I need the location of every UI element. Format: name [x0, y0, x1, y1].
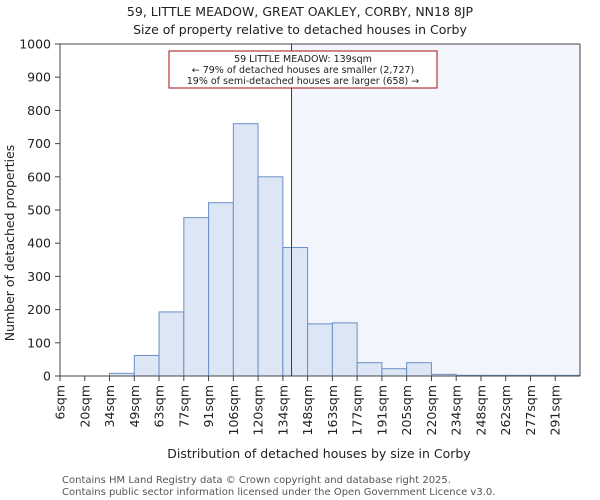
plot-area: 0 100 200 300 400 500 600 700 800 900 1000 6sqm 20sq…: [19, 37, 581, 435]
bar-191sqm: [381, 368, 408, 377]
annotation-line-3: 19% of semi-detached houses are larger (…: [187, 76, 420, 87]
x-tick-label-163sqm: 163sqm: [325, 385, 340, 435]
y-axis-label: Number of detached properties: [2, 145, 17, 342]
y-tick-label-800: 800: [27, 103, 51, 118]
chart-title-line1: 59, LITTLE MEADOW, GREAT OAKLEY, CORBY, …: [127, 4, 474, 19]
footer-line1: Contains HM Land Registry data © Crown c…: [62, 475, 451, 486]
x-tick-label-248sqm: 248sqm: [473, 385, 488, 435]
x-tick-label-148sqm: 148sqm: [300, 385, 315, 435]
bar-91sqm: [208, 202, 234, 377]
annotation-box: [168, 50, 438, 89]
y-tick-label-500: 500: [27, 203, 51, 218]
x-tick-label-77sqm: 77sqm: [176, 385, 191, 428]
y-tick-label-900: 900: [27, 70, 51, 85]
x-tick-label-34sqm: 34sqm: [102, 385, 117, 428]
x-tick-label-234sqm: 234sqm: [449, 385, 464, 435]
bar-134sqm: [282, 247, 309, 377]
x-tick-label-191sqm: 191sqm: [374, 385, 389, 435]
bar-148sqm: [307, 323, 333, 377]
x-tick-label-177sqm: 177sqm: [350, 385, 365, 435]
y-tick-label-600: 600: [27, 169, 51, 184]
x-tick-label-91sqm: 91sqm: [201, 385, 216, 428]
y-tick-label-300: 300: [27, 269, 51, 284]
x-tick-label-106sqm: 106sqm: [226, 385, 241, 435]
x-tick-label-49sqm: 49sqm: [127, 385, 142, 428]
x-tick-label-220sqm: 220sqm: [424, 385, 439, 435]
y-tick-label-400: 400: [27, 236, 51, 251]
y-tick-label-0: 0: [43, 369, 51, 384]
bar-49sqm: [133, 354, 160, 377]
x-tick-label-120sqm: 120sqm: [251, 385, 266, 435]
y-tick-label-1000: 1000: [19, 37, 51, 52]
bar-163sqm: [331, 322, 358, 377]
footer-line2: Contains public sector information licen…: [62, 487, 495, 498]
bar-77sqm: [183, 217, 210, 377]
x-tick-label-134sqm: 134sqm: [275, 385, 290, 435]
bar-63sqm: [158, 311, 185, 377]
bar-106sqm: [232, 123, 259, 377]
bar-120sqm: [257, 176, 284, 377]
bar-205sqm: [406, 362, 432, 377]
x-tick-label-20sqm: 20sqm: [77, 385, 92, 428]
bar-177sqm: [356, 362, 383, 377]
x-axis-label: Distribution of detached houses by size …: [167, 446, 471, 461]
highlight-region: [291, 44, 580, 376]
x-tick-label-291sqm: 291sqm: [548, 385, 563, 435]
y-tick-label-700: 700: [27, 136, 51, 151]
x-tick-label-262sqm: 262sqm: [498, 385, 513, 435]
x-tick-label-63sqm: 63sqm: [152, 385, 167, 428]
annotation-line-2: ← 79% of detached houses are smaller (2,…: [192, 65, 415, 76]
annotation-line-1: 59 LITTLE MEADOW: 139sqm: [234, 54, 372, 65]
chart-title-line2: Size of property relative to detached ho…: [133, 22, 467, 37]
y-tick-label-200: 200: [27, 302, 51, 317]
x-tick-label-205sqm: 205sqm: [399, 385, 414, 435]
y-tick-label-100: 100: [27, 335, 51, 350]
x-tick-label-277sqm: 277sqm: [523, 385, 538, 435]
x-tick-label-6sqm: 6sqm: [53, 385, 68, 420]
